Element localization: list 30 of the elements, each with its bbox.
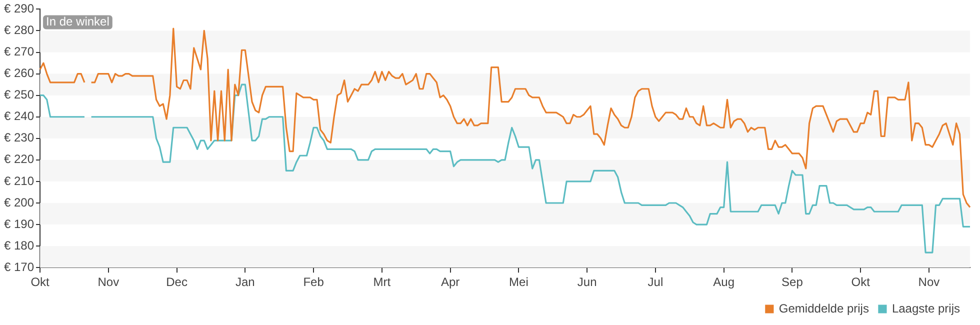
- x-tick-label: Mrt: [373, 275, 392, 290]
- y-tick-label: € 250: [4, 88, 34, 102]
- y-tick-label: € 210: [4, 174, 34, 188]
- x-tick-label: Aug: [713, 275, 735, 290]
- y-tick-label: € 200: [4, 195, 34, 210]
- y-tick-label: € 260: [4, 66, 34, 80]
- x-tick-label: Jul: [648, 275, 664, 290]
- x-tick-label: Jun: [577, 275, 597, 290]
- legend-label: Gemiddelde prijs: [778, 301, 869, 316]
- y-tick-label: € 170: [4, 260, 34, 274]
- annotation: In de winkel: [46, 14, 110, 29]
- x-tick-label: Mei: [509, 275, 528, 290]
- x-tick-label: Apr: [440, 275, 460, 290]
- x-tick-label: Okt: [851, 275, 871, 290]
- x-tick-label: Sep: [782, 275, 804, 290]
- y-tick-label: € 220: [4, 152, 34, 166]
- y-tick-label: € 280: [4, 23, 34, 38]
- y-tick-label: € 270: [4, 44, 34, 59]
- y-tick-label: € 190: [4, 216, 34, 231]
- y-tick-label: € 230: [4, 130, 34, 145]
- y-tick-label: € 180: [4, 238, 34, 252]
- x-tick-label: Jan: [235, 275, 255, 290]
- y-tick-label: € 290: [4, 2, 34, 16]
- y-tick-label: € 240: [4, 109, 34, 124]
- x-tick-label: Nov: [918, 275, 940, 290]
- x-tick-label: Nov: [98, 275, 120, 290]
- x-tick-label: Feb: [303, 275, 324, 290]
- legend-label: Laagste prijs: [892, 301, 960, 316]
- x-tick-label: Okt: [30, 275, 50, 290]
- x-tick-label: Dec: [166, 275, 188, 290]
